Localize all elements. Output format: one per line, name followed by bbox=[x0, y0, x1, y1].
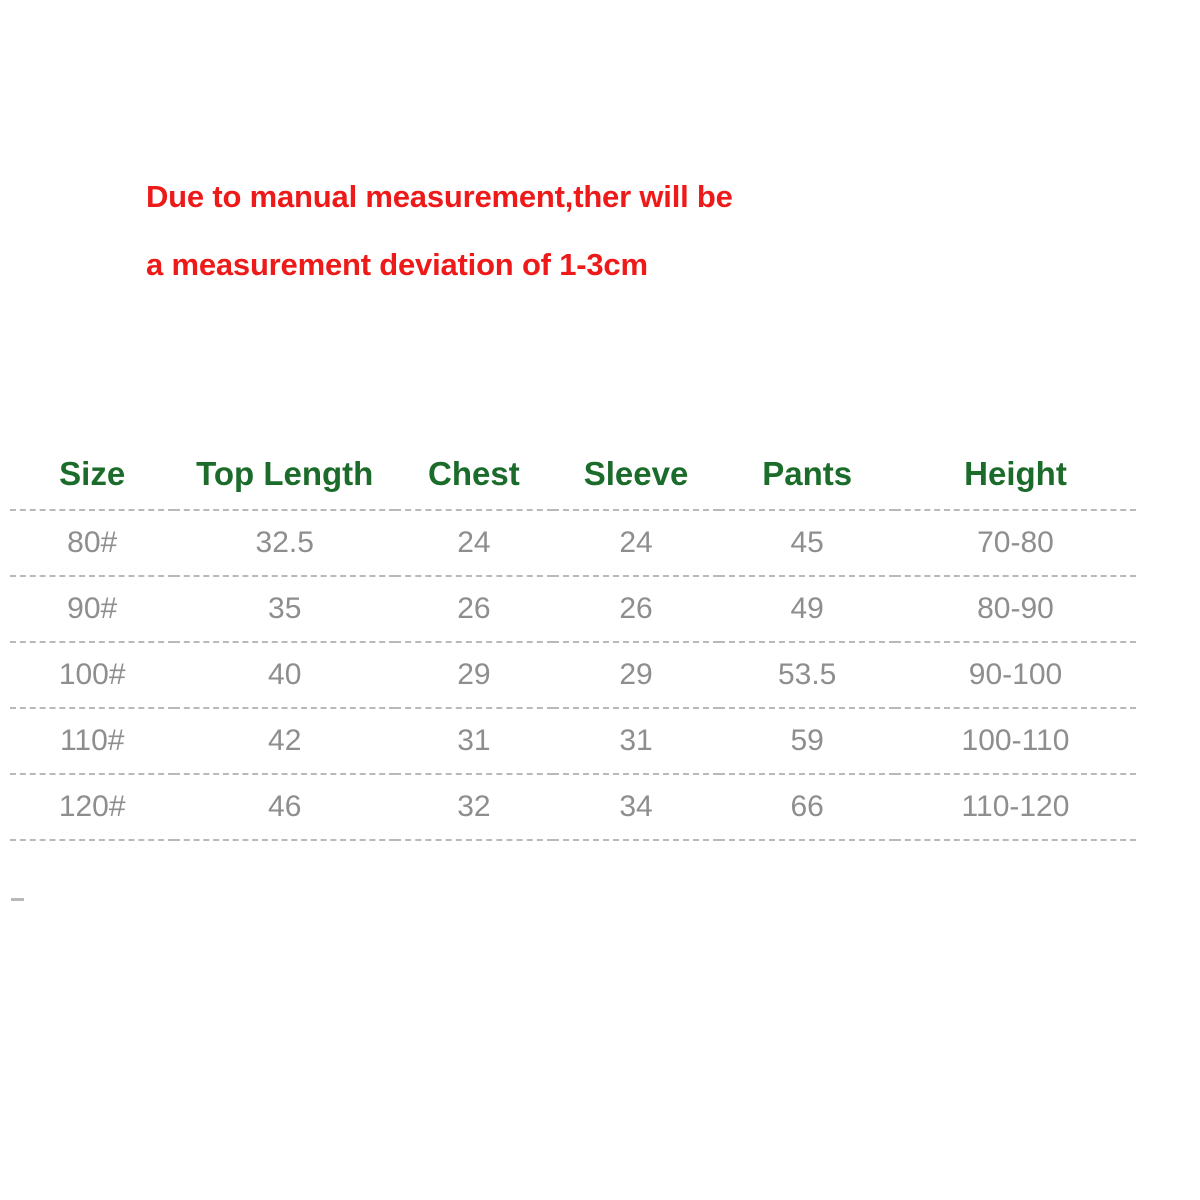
cell-pants: 59 bbox=[719, 708, 895, 775]
cell-sleeve: 24 bbox=[552, 510, 720, 577]
cell-pants: 66 bbox=[719, 774, 895, 841]
cell-chest: 31 bbox=[395, 708, 553, 775]
column-header-height: Height bbox=[964, 455, 1067, 492]
cell-height: 100-110 bbox=[894, 708, 1136, 775]
table-row: 100# 40 29 29 53.5 90-100 bbox=[10, 642, 1136, 709]
size-table-container: Size Top Length Chest Sleeve Pants Heigh… bbox=[10, 455, 1136, 841]
cell-sleeve: 26 bbox=[552, 576, 720, 643]
column-header-sleeve: Sleeve bbox=[583, 455, 689, 492]
table-row: 110# 42 31 31 59 100-110 bbox=[10, 708, 1136, 775]
cell-chest: 29 bbox=[395, 642, 553, 709]
column-header-chest: Chest bbox=[428, 455, 520, 492]
scan-artifact-dash bbox=[11, 898, 24, 901]
cell-top-length: 32.5 bbox=[174, 510, 396, 577]
cell-top-length: 35 bbox=[174, 576, 396, 643]
measurement-notice-line-2: a measurement deviation of 1-3cm bbox=[146, 247, 648, 282]
cell-height: 110-120 bbox=[894, 774, 1136, 841]
cell-sleeve: 34 bbox=[552, 774, 720, 841]
measurement-notice: Due to manual measurement,ther will be a… bbox=[146, 163, 1046, 299]
table-row: 80# 32.5 24 24 45 70-80 bbox=[10, 510, 1136, 577]
cell-pants: 53.5 bbox=[719, 642, 895, 709]
size-table-body: 80# 32.5 24 24 45 70-80 90# 35 26 26 49 … bbox=[10, 510, 1136, 841]
cell-pants: 49 bbox=[719, 576, 895, 643]
size-table-header: Size Top Length Chest Sleeve Pants Heigh… bbox=[10, 455, 1136, 510]
size-table: Size Top Length Chest Sleeve Pants Heigh… bbox=[10, 455, 1136, 841]
cell-size: 100# bbox=[10, 642, 175, 709]
table-header-row: Size Top Length Chest Sleeve Pants Heigh… bbox=[10, 455, 1136, 510]
cell-top-length: 40 bbox=[174, 642, 396, 709]
cell-sleeve: 31 bbox=[552, 708, 720, 775]
cell-chest: 26 bbox=[395, 576, 553, 643]
column-header-pants: Pants bbox=[762, 455, 853, 492]
cell-chest: 32 bbox=[395, 774, 553, 841]
cell-size: 90# bbox=[10, 576, 175, 643]
cell-pants: 45 bbox=[719, 510, 895, 577]
cell-height: 90-100 bbox=[894, 642, 1136, 709]
cell-height: 70-80 bbox=[894, 510, 1136, 577]
table-row: 90# 35 26 26 49 80-90 bbox=[10, 576, 1136, 643]
table-row: 120# 46 32 34 66 110-120 bbox=[10, 774, 1136, 841]
measurement-notice-line-1: Due to manual measurement,ther will be bbox=[146, 179, 733, 214]
cell-size: 120# bbox=[10, 774, 175, 841]
cell-size: 110# bbox=[10, 708, 175, 775]
cell-size: 80# bbox=[10, 510, 175, 577]
cell-sleeve: 29 bbox=[552, 642, 720, 709]
cell-top-length: 46 bbox=[174, 774, 396, 841]
cell-chest: 24 bbox=[395, 510, 553, 577]
column-header-top-length: Top Length bbox=[196, 455, 374, 492]
cell-height: 80-90 bbox=[894, 576, 1136, 643]
column-header-size: Size bbox=[59, 455, 126, 492]
cell-top-length: 42 bbox=[174, 708, 396, 775]
